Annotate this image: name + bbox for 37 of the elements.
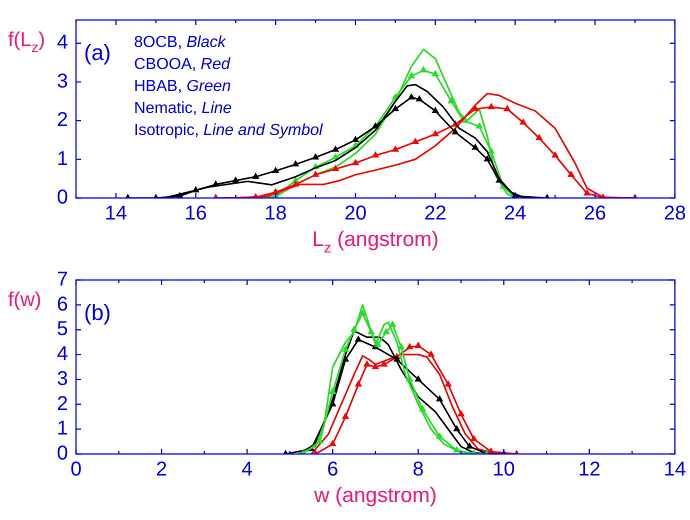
annotation: CBOOA, Red — [134, 56, 232, 73]
annotation: (a) — [84, 40, 111, 65]
y-tick-label: 6 — [56, 293, 68, 316]
x-tick-label: 12 — [578, 458, 600, 481]
x-tick-label: 18 — [264, 202, 287, 225]
annotation: (b) — [84, 300, 111, 325]
y-tick-label: 4 — [56, 343, 68, 366]
x-tick-label: 16 — [184, 202, 207, 225]
annotation: Isotropic, Line and Symbol — [134, 122, 323, 139]
annotation: 8OCB, Black — [134, 34, 227, 51]
y-tick-label: 1 — [56, 418, 68, 440]
x-tick-label: 20 — [344, 202, 367, 225]
x-tick-label: 2 — [156, 458, 168, 481]
x-tick-label: 8 — [412, 458, 424, 481]
x-axis-title: w (angstrom) — [313, 484, 437, 507]
x-tick-label: 14 — [104, 202, 128, 225]
y-tick-label: 2 — [56, 109, 68, 132]
x-tick-label: 24 — [504, 202, 526, 225]
x-tick-label: 14 — [664, 458, 686, 481]
x-tick-label: 22 — [424, 202, 446, 225]
x-tick-label: 26 — [584, 202, 606, 225]
y-axis-title: f(w) — [8, 289, 42, 311]
y-tick-label: 0 — [56, 442, 68, 465]
y-tick-label: 0 — [56, 186, 68, 209]
x-tick-label: 10 — [492, 458, 515, 481]
x-tick-label: 4 — [242, 458, 253, 481]
y-tick-label: 2 — [56, 392, 68, 415]
y-tick-label: 1 — [56, 148, 68, 170]
y-tick-label: 7 — [56, 268, 68, 291]
y-tick-label: 4 — [56, 32, 68, 54]
y-tick-label: 5 — [56, 318, 68, 340]
y-tick-label: 3 — [56, 70, 68, 92]
annotation: HBAB, Green — [134, 78, 232, 95]
x-tick-label: 6 — [327, 458, 338, 481]
annotation: Nematic, Line — [134, 100, 232, 117]
y-tick-label: 3 — [56, 368, 68, 390]
x-tick-label: 28 — [664, 202, 686, 225]
